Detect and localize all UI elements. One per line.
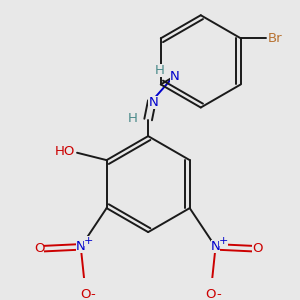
Text: H: H <box>128 112 138 124</box>
Text: N: N <box>211 240 220 254</box>
Text: -: - <box>91 288 95 300</box>
Text: O: O <box>80 288 91 300</box>
Text: H: H <box>154 64 164 77</box>
Text: N: N <box>76 240 86 254</box>
Text: O: O <box>34 242 44 255</box>
Text: O: O <box>206 288 216 300</box>
Text: HO: HO <box>54 145 75 158</box>
Text: N: N <box>148 96 158 109</box>
Text: +: + <box>219 236 228 246</box>
Text: -: - <box>216 288 221 300</box>
Text: N: N <box>169 70 179 83</box>
Text: O: O <box>252 242 262 255</box>
Text: +: + <box>84 236 93 246</box>
Text: Br: Br <box>268 32 283 45</box>
